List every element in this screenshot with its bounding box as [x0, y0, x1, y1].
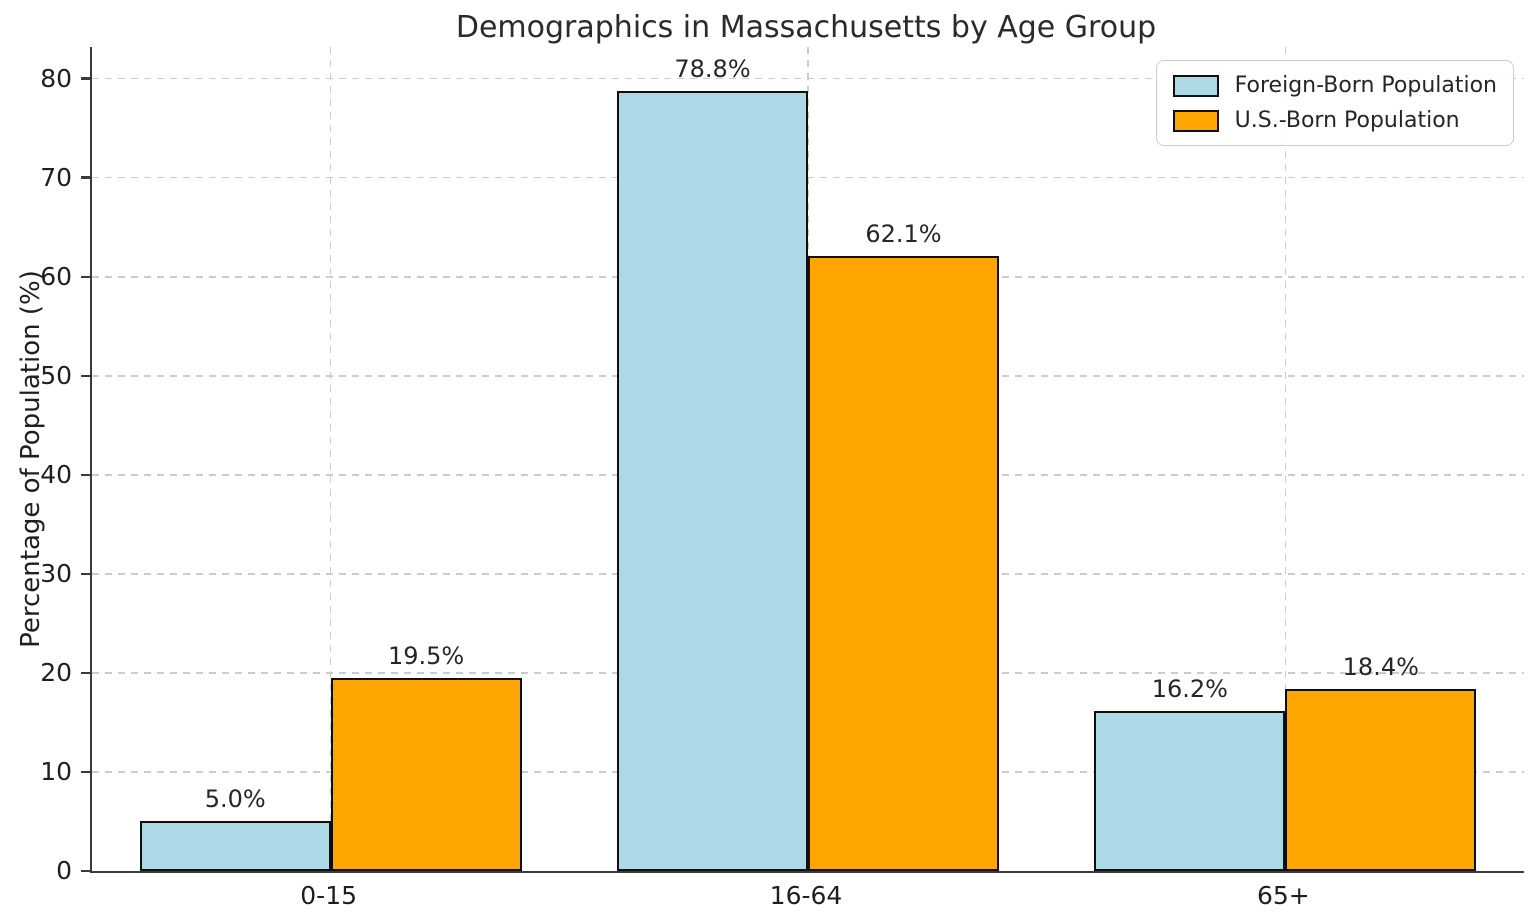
- legend-item-us-born: U.S.-Born Population: [1172, 108, 1497, 133]
- y-tick-label: 0: [56, 856, 72, 885]
- gridline-vertical: [329, 47, 332, 871]
- plot-area: 5.0% 78.8% 16.2% 19.5% 62.1% 18.4%: [90, 47, 1524, 873]
- bar-value-label: 62.1%: [865, 219, 942, 248]
- y-tick-label: 60: [40, 261, 72, 291]
- chart-title: Demographics in Massachusetts by Age Gro…: [455, 10, 1157, 45]
- legend-label-us-born: U.S.-Born Population: [1234, 108, 1460, 133]
- x-tick-label: 65+: [1256, 881, 1310, 910]
- y-tick-mark: [81, 671, 90, 675]
- y-tick-mark: [81, 869, 90, 873]
- y-tick-mark: [81, 176, 90, 179]
- y-tick-mark: [81, 374, 90, 378]
- legend-swatch-us-born: [1172, 109, 1219, 132]
- y-tick-mark: [81, 770, 90, 774]
- gridline-vertical: [1284, 47, 1287, 871]
- legend: Foreign-Born Population U.S.-Born Popula…: [1155, 60, 1514, 146]
- y-tick-label: 40: [40, 459, 72, 489]
- y-tick-label: 10: [40, 756, 72, 786]
- y-tick-label: 70: [40, 162, 72, 192]
- y-tick-mark: [81, 275, 90, 279]
- y-tick-label: 80: [40, 63, 72, 93]
- bar-value-label: 78.8%: [674, 54, 751, 83]
- bar-value-label: 18.4%: [1342, 652, 1419, 681]
- bar-16-64-us-born: [808, 255, 999, 871]
- bar-value-label: 5.0%: [204, 785, 266, 814]
- x-tick-label: 16-64: [769, 881, 843, 910]
- legend-label-foreign-born: Foreign-Born Population: [1234, 73, 1497, 98]
- legend-item-foreign-born: Foreign-Born Population: [1172, 73, 1497, 98]
- y-tick-label: 50: [40, 360, 72, 390]
- y-tick-mark: [81, 572, 90, 576]
- bar-65+-foreign-born: [1094, 710, 1286, 871]
- y-tick-label: 20: [40, 657, 72, 687]
- x-tick-label: 0-15: [300, 881, 358, 910]
- bar-65+-us-born: [1285, 688, 1477, 871]
- bar-0-15-foreign-born: [139, 821, 331, 871]
- bar-value-label: 16.2%: [1151, 674, 1228, 703]
- bar-value-label: 19.5%: [387, 641, 465, 670]
- bar-16-64-foreign-born: [617, 90, 808, 871]
- legend-swatch-foreign-born: [1172, 74, 1219, 97]
- y-tick-mark: [81, 77, 90, 80]
- y-tick-mark: [81, 473, 90, 477]
- y-tick-label: 30: [40, 558, 72, 588]
- bar-0-15-us-born: [330, 677, 522, 871]
